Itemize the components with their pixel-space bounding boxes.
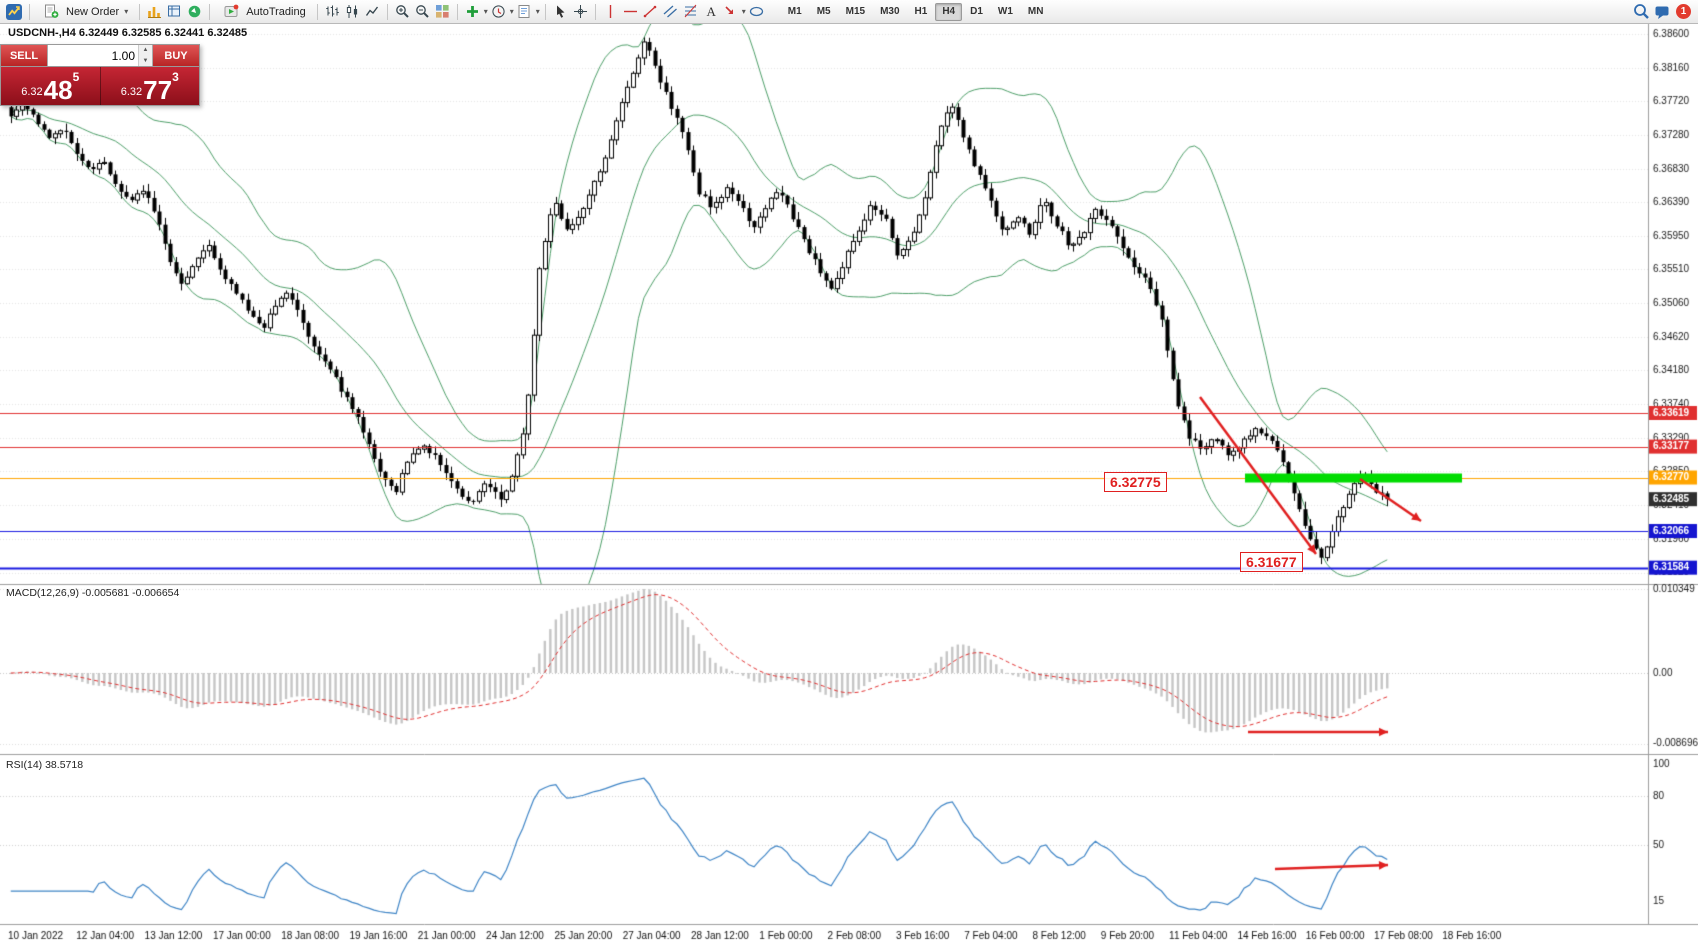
buy-price-main: 77 [143, 74, 173, 105]
buy-button[interactable]: BUY [153, 45, 199, 66]
timeframe-MN-button[interactable]: MN [1021, 3, 1051, 21]
sell-price-prefix: 6.32 [21, 86, 43, 98]
line-chart-button[interactable] [363, 2, 382, 21]
fibonacci-button[interactable] [681, 2, 700, 21]
one-click-trading-panel: SELL 1.00 ▲ ▼ BUY 6.32 48 5 6.32 77 3 [0, 44, 200, 106]
notification-badge[interactable]: 1 [1676, 4, 1691, 19]
text-tool-button[interactable]: A [701, 2, 720, 21]
data-window-button[interactable] [165, 2, 184, 21]
annotation-support-price[interactable]: 6.31677 [1240, 552, 1303, 572]
periods-button[interactable] [489, 2, 508, 21]
new-order-label: New Order [66, 5, 120, 18]
buy-price-prefix: 6.32 [120, 86, 143, 98]
timeframe-M30-button[interactable]: M30 [873, 3, 906, 21]
volume-stepper: ▲ ▼ [138, 45, 152, 66]
toolbar-separator [209, 3, 211, 20]
timeframe-M15-button[interactable]: M15 [839, 3, 872, 21]
toolbar-separator [316, 3, 318, 20]
autotrading-icon [221, 1, 242, 22]
arrows-tool-button[interactable] [721, 2, 740, 21]
indicators-button[interactable] [463, 2, 482, 21]
sell-button[interactable]: SELL [1, 45, 47, 66]
tile-windows-button[interactable] [433, 2, 452, 21]
sell-price-pip: 5 [72, 70, 80, 84]
chevron-down-icon[interactable]: ▾ [741, 7, 746, 16]
buy-price-display[interactable]: 6.32 77 3 [99, 67, 200, 105]
chevron-down-icon[interactable]: ▾ [535, 7, 540, 16]
timeframe-M1-button[interactable]: M1 [781, 3, 809, 21]
volume-down-button[interactable]: ▼ [139, 55, 152, 66]
crosshair-button[interactable] [571, 2, 590, 21]
toolbar-separator [594, 3, 596, 20]
templates-button[interactable] [515, 2, 534, 21]
macd-indicator-label: MACD(12,26,9) -0.005681 -0.006654 [6, 587, 180, 599]
volume-value[interactable]: 1.00 [111, 48, 135, 63]
app-logo-icon [3, 1, 24, 22]
zoom-out-button[interactable] [413, 2, 432, 21]
chevron-down-icon[interactable]: ▾ [483, 7, 488, 16]
navigator-button[interactable] [185, 2, 204, 21]
timeframe-W1-button[interactable]: W1 [991, 3, 1020, 21]
timeframe-D1-button[interactable]: D1 [963, 3, 990, 21]
order-prices-row: 6.32 48 5 6.32 77 3 [1, 67, 199, 105]
cursor-button[interactable] [551, 2, 570, 21]
new-order-button[interactable]: New Order ▾ [35, 2, 134, 22]
channel-button[interactable] [661, 2, 680, 21]
chat-icon[interactable] [1652, 2, 1671, 21]
shapes-tool-button[interactable] [747, 2, 766, 21]
toolbar-separator [29, 3, 30, 20]
bar-chart-button[interactable] [323, 2, 342, 21]
horizontal-line-button[interactable] [621, 2, 640, 21]
svg-text:A: A [706, 4, 716, 19]
chart-region: USDCNH-,H4 6.32449 6.32585 6.32441 6.324… [0, 24, 1698, 945]
annotation-resistance-price[interactable]: 6.32775 [1104, 472, 1167, 492]
timeframe-H1-button[interactable]: H1 [908, 3, 935, 21]
candlestick-chart-button[interactable] [343, 2, 362, 21]
vertical-line-button[interactable] [601, 2, 620, 21]
search-icon[interactable] [1632, 2, 1651, 21]
chevron-down-icon: ▾ [124, 7, 129, 16]
volume-up-button[interactable]: ▲ [139, 45, 152, 56]
volume-field[interactable]: 1.00 ▲ ▼ [47, 45, 153, 66]
sell-price-main: 48 [43, 74, 73, 105]
new-order-icon [41, 1, 62, 22]
timeframe-H4-button[interactable]: H4 [935, 2, 963, 21]
chart-ohlc-title: USDCNH-,H4 6.32449 6.32585 6.32441 6.324… [8, 27, 248, 39]
rsi-indicator-label: RSI(14) 38.5718 [6, 759, 84, 771]
autotrading-button[interactable]: AutoTrading [215, 2, 312, 22]
trendline-button[interactable] [641, 2, 660, 21]
autotrading-label: AutoTrading [246, 5, 306, 18]
timeframe-M5-button[interactable]: M5 [810, 3, 838, 21]
toolbar-separator [544, 3, 546, 20]
toolbar: New Order ▾ AutoTrading ▾ ▾ [0, 0, 1698, 24]
timeframe-group: M1 M5 M15 M30 H1 H4 D1 W1 MN [781, 2, 1051, 21]
chevron-down-icon[interactable]: ▾ [509, 7, 514, 16]
toolbar-separator [386, 3, 388, 20]
buy-price-pip: 3 [172, 70, 179, 84]
price-chart-canvas[interactable] [0, 24, 1698, 945]
order-controls-row: SELL 1.00 ▲ ▼ BUY [1, 45, 199, 67]
zoom-in-button[interactable] [393, 2, 412, 21]
toolbar-separator [139, 3, 141, 20]
market-watch-button[interactable] [145, 2, 164, 21]
sell-price-display[interactable]: 6.32 48 5 [1, 67, 100, 105]
toolbar-separator [456, 3, 458, 20]
